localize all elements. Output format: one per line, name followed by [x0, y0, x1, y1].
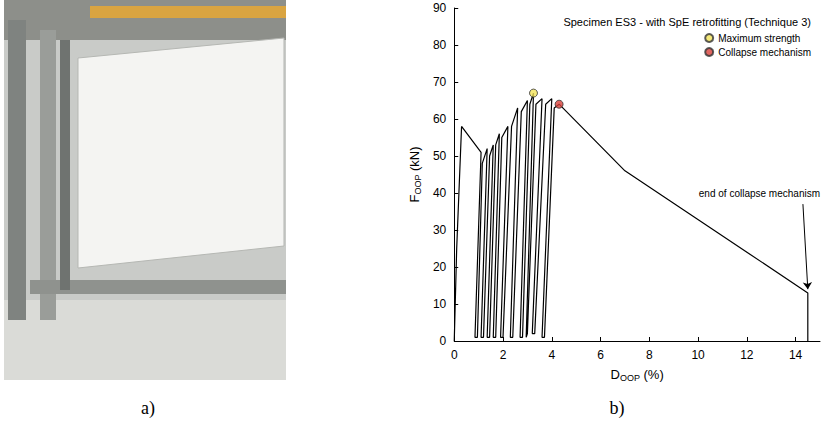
svg-text:(%): (%): [640, 367, 664, 382]
svg-text:Maximum strength: Maximum strength: [718, 33, 800, 44]
svg-text:Specimen ES3 - with SpE retrof: Specimen ES3 - with SpE retrofitting (Te…: [563, 16, 811, 28]
svg-text:10: 10: [691, 348, 705, 362]
svg-text:2: 2: [500, 348, 507, 362]
svg-text:90: 90: [433, 1, 447, 15]
svg-text:30: 30: [433, 223, 447, 237]
svg-text:8: 8: [646, 348, 653, 362]
svg-text:4: 4: [548, 348, 555, 362]
svg-text:70: 70: [433, 75, 447, 89]
svg-text:D: D: [611, 367, 620, 382]
svg-text:Collapse mechanism: Collapse mechanism: [718, 47, 811, 58]
svg-text:OOP: OOP: [413, 175, 423, 195]
svg-text:b): b): [610, 398, 625, 419]
svg-text:10: 10: [433, 297, 447, 311]
svg-text:20: 20: [433, 260, 447, 274]
svg-text:40: 40: [433, 186, 447, 200]
svg-text:12: 12: [740, 348, 754, 362]
svg-text:F: F: [407, 195, 422, 203]
svg-text:6: 6: [597, 348, 604, 362]
svg-text:a): a): [141, 398, 155, 419]
svg-text:50: 50: [433, 149, 447, 163]
svg-text:0: 0: [451, 348, 458, 362]
svg-text:end of collapse mechanism: end of collapse mechanism: [699, 188, 820, 199]
svg-text:0: 0: [440, 334, 447, 348]
svg-text:(kN): (kN): [407, 146, 422, 174]
svg-text:60: 60: [433, 112, 447, 126]
svg-text:80: 80: [433, 38, 447, 52]
svg-text:14: 14: [789, 348, 803, 362]
svg-text:OOP: OOP: [620, 373, 640, 383]
